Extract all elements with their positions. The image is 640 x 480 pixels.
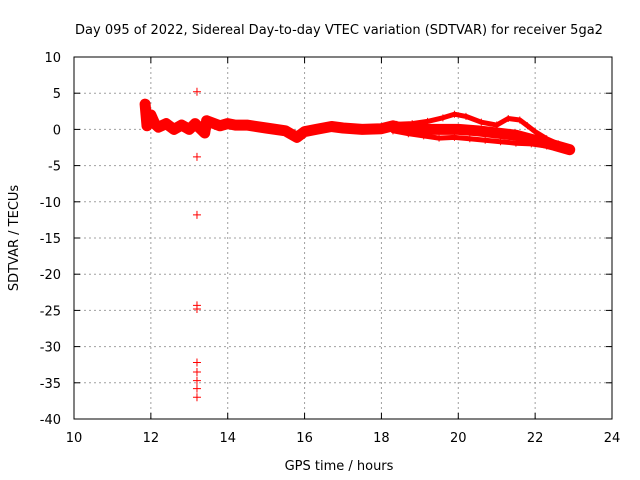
y-tick-label: -5: [48, 160, 61, 175]
data-point: [435, 134, 443, 142]
data-point: [408, 120, 416, 128]
data-point: [504, 115, 512, 123]
x-tick-label: 20: [450, 431, 467, 446]
data-point: [439, 114, 447, 122]
data-point: [474, 127, 481, 135]
data-point: [155, 123, 163, 131]
x-axis-label: GPS time / hours: [285, 459, 394, 474]
series-upper-arc: [394, 111, 561, 147]
y-tick-label: 5: [53, 87, 61, 102]
data-point: [393, 120, 401, 128]
data-point: [201, 129, 209, 137]
data-point: [543, 142, 551, 150]
data-point: [424, 117, 432, 125]
data-point: [208, 119, 216, 127]
data-point: [143, 122, 151, 130]
data-point: [493, 121, 501, 129]
data-point: [327, 123, 335, 131]
data-traces: [139, 98, 576, 156]
y-axis-label: SDTVAR / TECUs: [7, 185, 22, 292]
data-point: [497, 138, 505, 146]
data-point: [477, 118, 485, 126]
outlier-point: [192, 152, 201, 161]
data-point: [462, 112, 470, 120]
data-point: [493, 129, 501, 137]
y-tick-label: -40: [40, 413, 61, 428]
x-tick-label: 18: [373, 431, 390, 446]
data-point: [435, 125, 443, 133]
y-tick-label: -15: [40, 232, 61, 247]
y-tick-label: 0: [53, 123, 61, 138]
data-markers: [141, 87, 574, 402]
data-point: [404, 130, 412, 138]
data-point: [170, 125, 178, 133]
data-point: [420, 132, 428, 140]
data-point: [527, 140, 535, 148]
data-point: [512, 131, 520, 139]
data-point: [312, 125, 320, 133]
x-tick-label: 24: [604, 431, 621, 446]
data-point: [203, 117, 211, 125]
chart-title: Day 095 of 2022, Sidereal Day-to-day VTE…: [75, 23, 603, 38]
outlier-point: [192, 393, 201, 402]
outlier-point: [192, 367, 201, 376]
data-point: [281, 127, 289, 135]
outlier-point: [192, 384, 201, 393]
data-point: [224, 120, 232, 128]
x-tick-label: 12: [143, 431, 160, 446]
data-point: [151, 120, 159, 128]
data-point: [262, 124, 270, 132]
data-point: [389, 127, 397, 135]
data-point: [147, 111, 155, 119]
x-tick-label: 14: [219, 431, 236, 446]
y-tick-label: -25: [40, 304, 61, 319]
y-tick-label: 10: [44, 51, 61, 66]
data-point: [450, 133, 458, 141]
x-tick-label: 10: [66, 431, 83, 446]
data-point: [185, 125, 193, 133]
data-point: [162, 120, 170, 128]
data-point: [178, 121, 186, 129]
outlier-point: [192, 210, 201, 219]
data-point: [531, 128, 539, 136]
y-tick-label: -20: [40, 268, 61, 283]
data-point: [416, 125, 424, 133]
outlier-point: [192, 376, 201, 385]
data-point: [243, 121, 251, 129]
y-tick-label: -10: [40, 196, 61, 211]
data-point: [481, 136, 489, 144]
data-point: [523, 122, 531, 130]
data-point: [512, 139, 520, 147]
x-tick-label: 22: [527, 431, 544, 446]
data-point: [516, 116, 524, 124]
data-point: [466, 135, 474, 143]
data-point: [216, 122, 224, 130]
data-point: [531, 136, 539, 144]
axis-ticks: 10 12 14 16 18 20 22 24 10 5 0 -5 -10 -15 -20 -25 -30 -35…: [40, 51, 621, 446]
outlier-point: [192, 87, 201, 96]
data-point: [558, 145, 566, 153]
data-point: [450, 110, 458, 118]
data-point: [339, 124, 347, 132]
data-point: [454, 125, 462, 133]
outlier-point: [192, 304, 201, 313]
data-point: [400, 125, 408, 133]
x-tick-label: 16: [296, 431, 313, 446]
data-point: [191, 120, 199, 128]
data-point: [231, 121, 239, 129]
data-point: [301, 128, 309, 136]
data-point: [566, 146, 574, 154]
data-point: [550, 141, 558, 149]
data-point: [141, 100, 149, 108]
outlier-point: [192, 358, 201, 367]
data-point: [554, 140, 562, 148]
data-point: [293, 133, 301, 141]
data-point: [377, 125, 385, 133]
data-point: [358, 125, 366, 133]
y-tick-label: -30: [40, 341, 61, 356]
y-tick-label: -35: [40, 377, 61, 392]
data-point: [543, 135, 551, 143]
